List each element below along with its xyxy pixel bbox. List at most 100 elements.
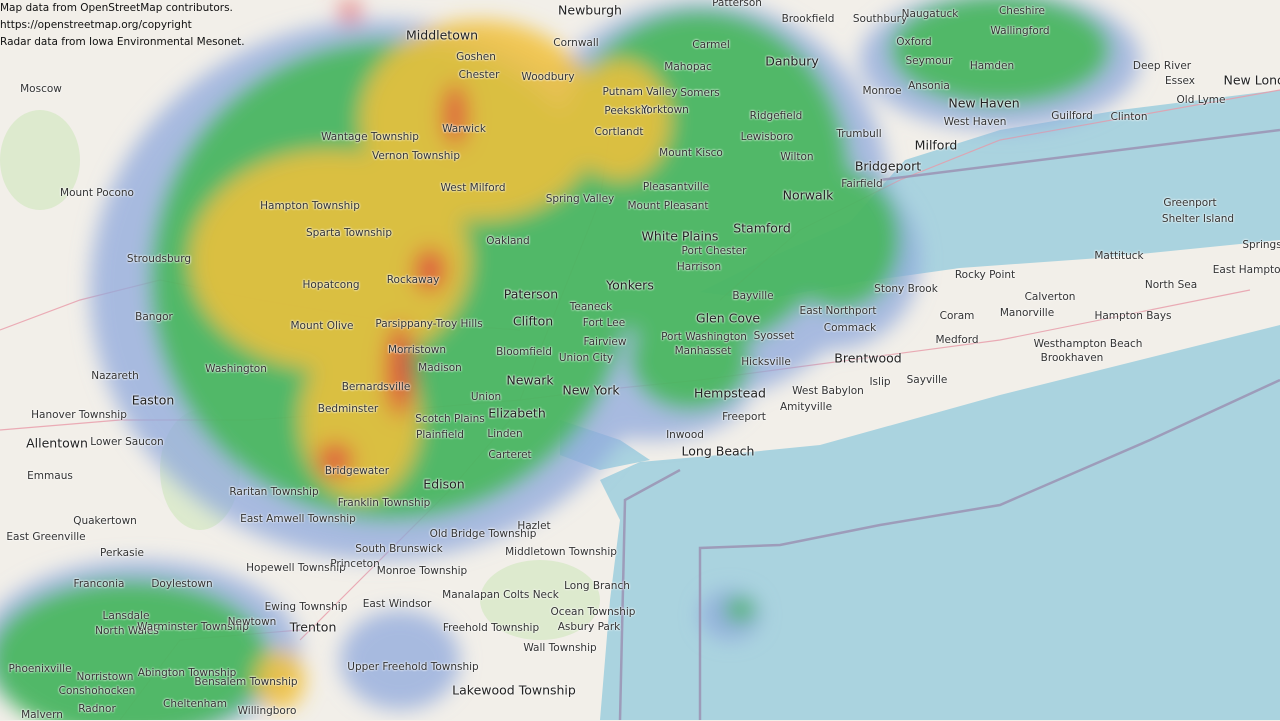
place-label: Linden: [487, 428, 523, 440]
place-label: Rocky Point: [954, 269, 1016, 281]
place-label: Mount Pleasant: [627, 200, 709, 212]
radar-overlay: [0, 0, 1140, 720]
place-label: Yorktown: [641, 104, 689, 116]
place-label: Brookfield: [781, 13, 835, 25]
place-label: Hazlet: [517, 520, 551, 532]
place-label: Bangor: [135, 311, 173, 323]
place-label: Clinton: [1110, 111, 1148, 123]
place-label: Shelter Island: [1161, 213, 1235, 225]
place-label: Cortlandt: [594, 126, 644, 138]
place-label: East Greenville: [6, 531, 86, 543]
place-label: Newburgh: [558, 2, 622, 18]
place-label: Doylestown: [151, 578, 213, 590]
place-label: Radnor: [78, 703, 116, 715]
place-label: West Haven: [943, 116, 1007, 128]
place-label: Seymour: [905, 55, 953, 67]
place-label: Peekskill: [604, 105, 650, 117]
place-label: Patterson: [712, 0, 762, 9]
place-label: Nazareth: [91, 370, 139, 382]
boundaries: [618, 128, 1280, 720]
place-label: Norwalk: [782, 187, 834, 203]
place-label: Ansonia: [908, 80, 950, 92]
place-label: Bedminster: [317, 403, 379, 415]
place-label: Stony Brook: [874, 283, 938, 295]
place-label: Medford: [935, 334, 979, 346]
place-label: Hopatcong: [302, 279, 360, 291]
place-label: Washington: [205, 363, 267, 375]
place-label: East Northport: [799, 305, 877, 317]
place-label: Spring Valley: [545, 193, 615, 205]
place-label: Commack: [823, 322, 877, 334]
place-label: Hampton Township: [260, 200, 360, 212]
place-label: Vernon Township: [371, 150, 461, 162]
place-label: Madison: [418, 362, 462, 374]
place-label: Middletown Township: [505, 546, 617, 558]
place-label: Warminster Township: [137, 621, 249, 633]
place-label: Hempstead: [694, 385, 766, 401]
place-label: East Windsor: [362, 598, 432, 610]
place-label: Stroudsburg: [126, 253, 192, 265]
place-label: Lower Saucon: [90, 436, 164, 448]
place-label: Trumbull: [836, 128, 882, 140]
place-label: Putnam Valley: [602, 86, 678, 98]
place-label: Somers: [680, 87, 720, 99]
place-label: Wilton: [780, 151, 814, 163]
place-label: Emmaus: [27, 470, 73, 482]
place-label: Monroe: [862, 85, 902, 97]
place-label: Long Beach: [681, 443, 755, 459]
osm-copyright-link[interactable]: https://openstreetmap.org/copyright: [0, 19, 192, 31]
place-label: Bridgewater: [324, 465, 390, 477]
place-label: Hamden: [969, 60, 1015, 72]
place-label: Yonkers: [606, 277, 654, 293]
place-label: Upper Freehold Township: [347, 661, 479, 673]
place-label: Naugatuck: [901, 8, 959, 20]
place-label: Port Washington: [661, 331, 747, 343]
radar-attribution: Radar data from Iowa Environmental Meson…: [0, 36, 245, 48]
place-label: East Amwell Township: [240, 513, 356, 525]
place-label: Deep River: [1132, 60, 1192, 72]
place-label: Hopewell Township: [246, 562, 346, 574]
place-label: Coram: [939, 310, 975, 322]
place-label: Fort Lee: [582, 317, 626, 329]
osm-attribution: Map data from OpenStreetMap contributors…: [0, 2, 233, 14]
place-label: Princeton: [330, 558, 380, 570]
place-label: Plainfield: [416, 429, 464, 441]
place-label: Guilford: [1051, 110, 1093, 122]
place-label: Sparta Township: [306, 227, 392, 239]
place-label: Willingboro: [237, 705, 297, 717]
place-label: Cheshire: [998, 5, 1046, 17]
place-label: Woodbury: [521, 71, 575, 83]
place-label: Freeport: [722, 411, 766, 423]
place-label: Franklin Township: [337, 497, 431, 509]
place-label: Fairfield: [841, 178, 883, 190]
place-label: New York: [562, 382, 620, 398]
place-label: Allentown: [26, 435, 88, 451]
place-label: Parsippany-Troy Hills: [375, 318, 483, 330]
place-label: Fairview: [583, 336, 627, 348]
place-label: Wantage Township: [321, 131, 419, 143]
place-label: Danbury: [765, 53, 819, 69]
place-label: Trenton: [289, 619, 337, 635]
place-label: Islip: [869, 376, 891, 388]
place-label: Goshen: [456, 51, 496, 63]
place-label: Essex: [1164, 75, 1196, 87]
place-label: Hampton Bays: [1094, 310, 1172, 322]
place-label: Long Branch: [564, 580, 630, 592]
place-label: Easton: [131, 392, 175, 408]
place-label: Pleasantville: [642, 181, 710, 193]
place-label: West Milford: [440, 182, 506, 194]
place-label: White Plains: [641, 228, 719, 244]
place-label: Wall Township: [523, 642, 597, 654]
place-label: North Wales: [95, 625, 159, 637]
place-label: Port Chester: [681, 245, 747, 257]
place-label: Bayville: [732, 290, 774, 302]
place-label: Calverton: [1024, 291, 1076, 303]
place-label: Ewing Township: [264, 601, 348, 613]
place-label: Paterson: [503, 286, 559, 302]
attribution: Map data from OpenStreetMap contributors…: [0, 0, 245, 51]
place-label: Asbury Park: [557, 621, 621, 633]
place-label: Syosset: [753, 330, 795, 342]
place-label: Lakewood Township: [452, 682, 576, 698]
place-label: Norristown: [76, 671, 134, 683]
